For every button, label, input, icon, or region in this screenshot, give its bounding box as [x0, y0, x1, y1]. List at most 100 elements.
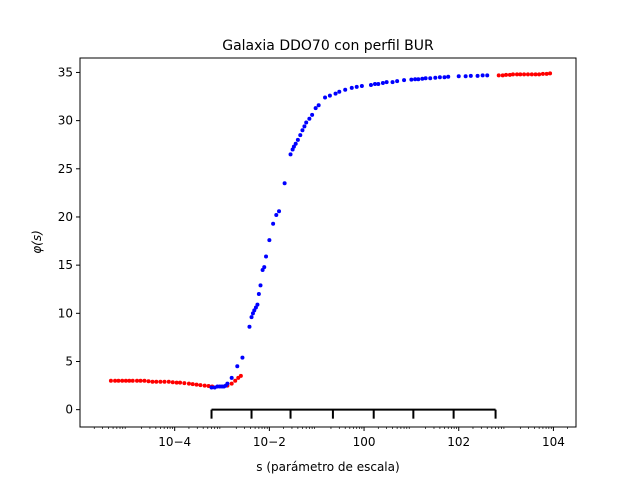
data-point	[442, 75, 447, 80]
data-point	[123, 378, 128, 383]
data-point	[423, 76, 428, 81]
data-point	[302, 124, 307, 129]
data-point	[304, 120, 309, 125]
data-point	[295, 137, 300, 142]
data-point	[300, 128, 305, 133]
data-point	[150, 379, 155, 384]
data-point	[313, 106, 318, 111]
data-point	[343, 87, 348, 92]
data-point	[116, 378, 121, 383]
y-tick-label: 0	[65, 403, 73, 417]
data-point	[333, 91, 338, 96]
y-axis: 0 5 10 15 20 25 30 35	[58, 65, 80, 417]
data-point	[380, 81, 385, 86]
data-point	[127, 378, 132, 383]
data-point	[162, 379, 167, 384]
data-point	[277, 209, 282, 214]
data-point	[262, 265, 267, 270]
data-point	[190, 382, 195, 387]
data-point	[537, 72, 542, 77]
data-point	[525, 72, 530, 77]
plot-frame	[79, 57, 577, 428]
data-point	[463, 74, 468, 79]
data-point	[249, 315, 254, 320]
data-point	[256, 292, 261, 297]
data-point	[174, 380, 179, 385]
data-point	[178, 380, 183, 385]
data-point	[186, 381, 191, 386]
data-point	[402, 78, 407, 83]
data-point	[166, 379, 171, 384]
data-point	[142, 378, 147, 383]
data-point	[209, 385, 214, 390]
data-point	[376, 82, 381, 87]
data-point	[274, 213, 279, 218]
y-tick-label: 30	[58, 114, 73, 128]
data-point	[416, 77, 421, 82]
data-point	[337, 89, 342, 94]
data-point	[349, 85, 354, 90]
data-point	[225, 381, 230, 386]
data-point	[433, 75, 438, 80]
data-point	[475, 73, 480, 78]
data-point	[540, 71, 545, 76]
data-point	[510, 72, 515, 77]
data-point	[437, 75, 442, 80]
data-point	[372, 82, 377, 87]
data-point	[293, 141, 298, 146]
data-point	[247, 324, 252, 329]
data-point	[108, 378, 113, 383]
x-tick-label: 104	[542, 435, 565, 449]
data-point	[158, 379, 163, 384]
data-point	[298, 133, 303, 138]
data-point	[120, 378, 125, 383]
data-point	[485, 73, 490, 78]
data-point	[468, 73, 473, 78]
data-point	[258, 283, 263, 288]
x-tick-label: 100	[353, 435, 376, 449]
data-point	[327, 93, 332, 98]
plot-area	[79, 57, 577, 428]
data-point	[354, 84, 359, 89]
data-point	[518, 72, 523, 77]
data-point	[194, 382, 199, 387]
data-point	[395, 79, 400, 84]
data-point	[113, 378, 118, 383]
data-point	[533, 72, 538, 77]
data-point	[282, 181, 287, 186]
data-point	[291, 144, 296, 149]
chart-title: Galaxia DDO70 con perfil BUR	[222, 38, 434, 54]
data-point	[368, 82, 373, 87]
x-tick-label: 10−4	[158, 435, 191, 449]
data-point	[307, 116, 312, 121]
data-point	[514, 72, 519, 77]
data-point	[507, 72, 512, 77]
data-point	[500, 73, 505, 78]
data-point	[233, 378, 238, 383]
data-point	[154, 379, 159, 384]
data-point	[548, 71, 553, 76]
data-point	[238, 373, 243, 378]
data-point	[323, 95, 328, 100]
data-point	[198, 383, 203, 388]
data-point	[428, 76, 433, 81]
y-axis-label: φ(s)	[30, 230, 44, 254]
data-point	[522, 72, 527, 77]
y-tick-label: 5	[65, 354, 73, 368]
data-point	[229, 375, 234, 380]
bracket-annotation	[210, 408, 497, 419]
data-point	[310, 112, 315, 117]
data-point	[420, 76, 425, 81]
data-point	[529, 72, 534, 77]
x-tick-label: 10−2	[253, 435, 286, 449]
data-point	[384, 80, 389, 85]
data-point	[480, 73, 485, 78]
data-point	[271, 221, 276, 226]
data-point	[267, 238, 272, 243]
data-point	[359, 83, 364, 88]
data-point	[544, 71, 549, 76]
data-point	[240, 355, 245, 360]
data-point	[456, 74, 461, 79]
data-point	[413, 77, 418, 82]
